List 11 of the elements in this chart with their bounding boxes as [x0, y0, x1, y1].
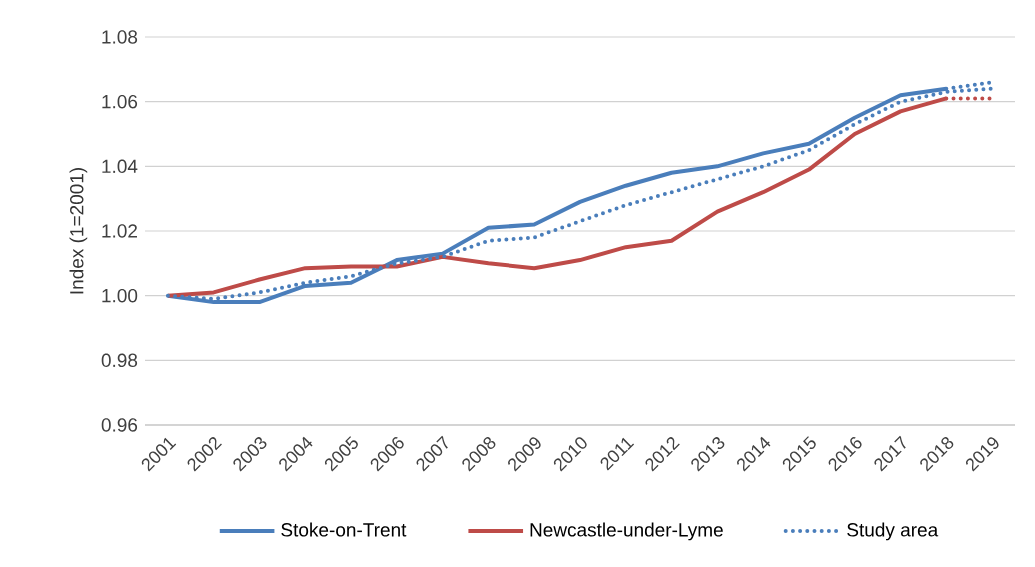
y-tick-label: 1.00	[102, 288, 138, 303]
y-tick-label: 0.98	[101, 353, 138, 368]
y-tick-label: 1.02	[102, 224, 137, 238]
y-tick-label: 1.06	[102, 94, 138, 109]
y-tick-label: 1.04	[102, 159, 138, 174]
legend-label: Newcastle-under-Lyme	[530, 522, 723, 541]
y-tick-label: 1.08	[102, 30, 138, 44]
y-tick-label: 0.96	[101, 418, 138, 432]
legend-label: Stoke-on-Trent	[281, 522, 407, 537]
legend-label: Study area	[847, 522, 939, 541]
y-axis-title: Index (1=2001)	[69, 168, 88, 294]
